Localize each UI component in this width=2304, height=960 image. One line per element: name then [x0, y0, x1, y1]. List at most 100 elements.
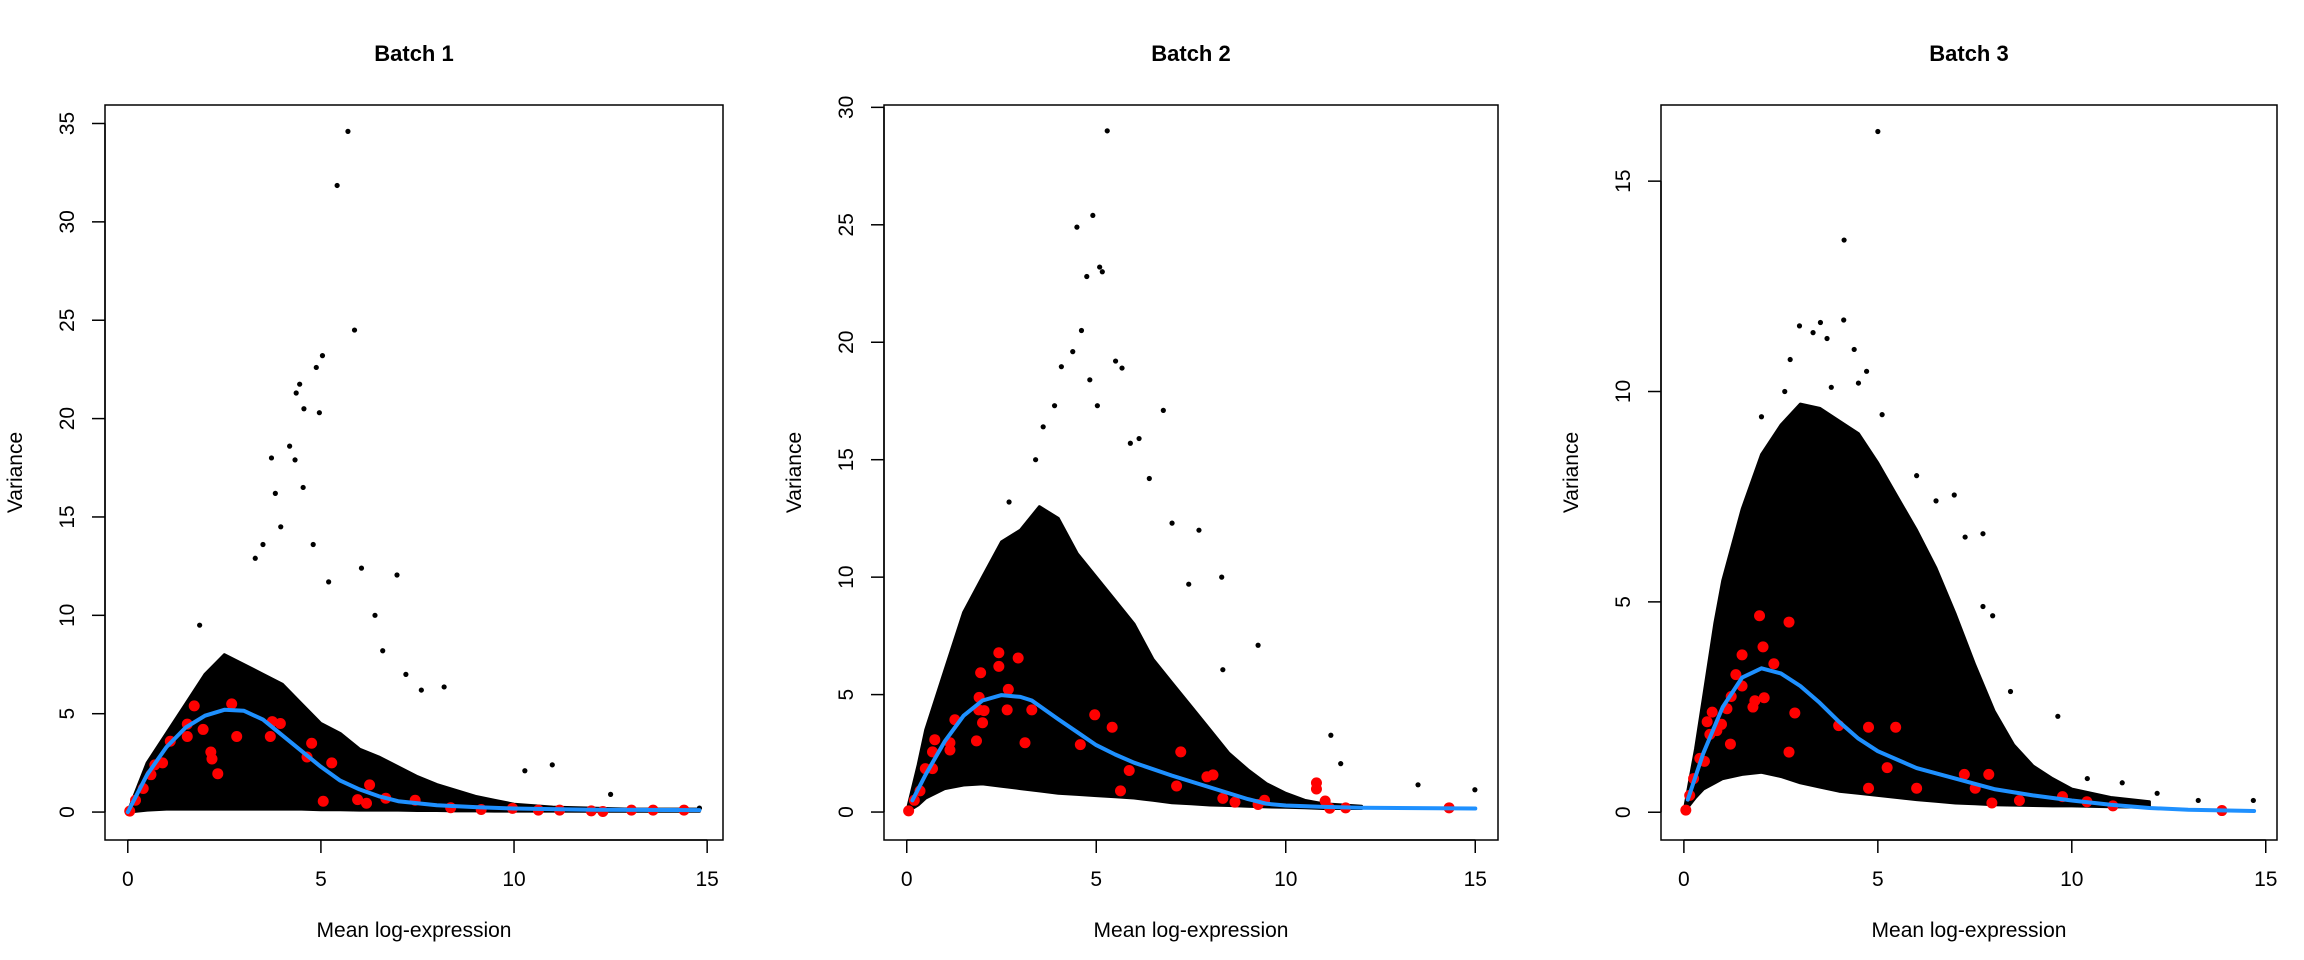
y-tick-label: 0	[1612, 806, 1635, 818]
x-tick-label: 0	[1678, 868, 1690, 891]
highlighted-point	[1002, 683, 1014, 695]
highlighted-point	[1171, 780, 1183, 792]
data-point	[2250, 797, 2256, 804]
data-point	[1097, 264, 1103, 270]
data-point	[1990, 613, 1996, 619]
y-tick-label: 20	[835, 331, 858, 354]
x-tick-label: 0	[901, 868, 913, 891]
data-point	[549, 762, 555, 768]
data-point	[292, 457, 298, 463]
data-point	[1817, 319, 1824, 326]
highlighted-point	[1758, 692, 1770, 704]
highlighted-point	[1783, 746, 1795, 758]
data-point	[1980, 603, 1986, 610]
data-point	[1879, 412, 1885, 418]
y-axis-label: Variance	[1560, 432, 1583, 513]
highlighted-point	[181, 731, 193, 743]
y-tick-label: 15	[1612, 169, 1635, 192]
y-tick-label: 30	[56, 210, 79, 233]
data-point	[252, 555, 258, 561]
data-point	[1415, 782, 1421, 788]
data-point	[2119, 780, 2125, 786]
data-point	[1104, 128, 1110, 134]
data-point	[1094, 403, 1100, 409]
data-point	[319, 353, 326, 359]
data-point	[1058, 364, 1064, 370]
data-point	[1186, 581, 1192, 587]
data-point	[1070, 349, 1076, 355]
data-point	[2154, 790, 2160, 796]
data-point	[197, 622, 203, 628]
y-tick-label: 25	[835, 213, 858, 236]
panel-batch-3: Batch 3 Mean log-expression Variance 0 5 10 15…	[1560, 41, 2278, 942]
data-point	[1090, 212, 1096, 219]
data-point	[1787, 356, 1793, 363]
highlighted-point	[1986, 797, 1998, 809]
data-point	[1328, 732, 1334, 738]
data-point	[1796, 323, 1803, 329]
data-point	[1933, 498, 1939, 504]
data-point	[1875, 128, 1881, 135]
data-point	[1841, 317, 1847, 323]
data-point	[1040, 424, 1046, 430]
point-cloud	[905, 505, 1364, 814]
highlighted-point	[1958, 768, 1970, 780]
data-point	[1962, 534, 1968, 540]
highlighted-point	[1747, 701, 1759, 713]
data-point	[1169, 520, 1175, 526]
highlighted-point	[1106, 721, 1118, 733]
x-axis-label: Mean log-expression	[1094, 919, 1289, 942]
highlighted-point	[231, 731, 243, 743]
highlighted-point	[360, 797, 372, 809]
data-point	[418, 687, 424, 693]
x-tick-label: 5	[1872, 868, 1884, 891]
highlighted-point	[993, 647, 1005, 659]
data-point	[278, 524, 284, 530]
data-point	[441, 684, 447, 690]
highlighted-point	[197, 723, 209, 735]
highlighted-point	[1012, 652, 1024, 664]
data-point	[1146, 475, 1152, 482]
highlighted-point	[1310, 783, 1322, 795]
x-axis-label: Mean log-expression	[317, 919, 512, 942]
highlighted-point	[1074, 739, 1086, 751]
data-point	[300, 484, 306, 491]
data-point	[297, 381, 303, 387]
trend-line	[125, 707, 702, 815]
data-point	[293, 390, 299, 396]
data-point	[1006, 499, 1012, 505]
data-point	[1074, 224, 1080, 230]
data-point	[394, 572, 400, 578]
highlighted-point	[1089, 709, 1101, 721]
highlighted-point	[1754, 610, 1766, 622]
highlighted-point	[1123, 764, 1135, 776]
highlighted-point	[1724, 738, 1736, 750]
highlighted-point	[1983, 768, 1995, 780]
data-point	[334, 182, 340, 189]
data-point	[1084, 273, 1090, 280]
y-tick-label: 0	[835, 806, 858, 818]
data-point	[310, 541, 316, 548]
data-point	[2084, 775, 2090, 782]
data-point	[1087, 377, 1093, 383]
highlighted-point	[1217, 792, 1229, 804]
data-point	[608, 791, 614, 797]
data-point	[1980, 531, 1986, 537]
highlighted-point	[364, 779, 376, 791]
data-point	[1863, 368, 1870, 374]
data-point	[1051, 403, 1058, 409]
y-tick-label: 25	[56, 309, 79, 332]
highlighted-point	[903, 805, 915, 817]
highlighted-point	[1175, 746, 1187, 758]
y-tick-label: 10	[56, 604, 79, 627]
data-point	[316, 410, 322, 416]
data-point	[1851, 346, 1857, 353]
data-point	[380, 648, 386, 654]
y-tick-label: 30	[835, 96, 858, 119]
highlighted-point	[226, 698, 238, 710]
x-axis-label: Mean log-expression	[1872, 919, 2067, 942]
data-point	[1338, 761, 1344, 767]
x-tick-label: 15	[695, 868, 718, 891]
highlighted-point	[326, 757, 338, 769]
